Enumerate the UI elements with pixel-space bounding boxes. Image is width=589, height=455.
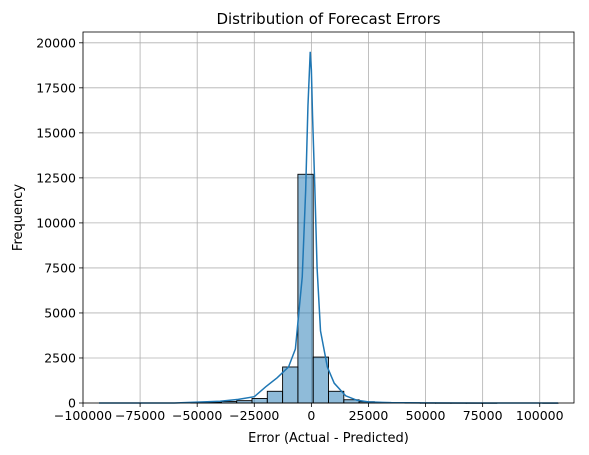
x-axis-ticks: −100000 −75000 −50000 −25000 0 25000 50000 7500… [54,403,564,423]
x-tick-label: −75000 [115,408,165,423]
x-tick-label: −100000 [54,408,112,423]
y-axis-ticks: 0 2500 5000 7500 10000 12500 15000 17500 20000 [36,35,83,411]
y-axis-label: Frequency [11,184,26,251]
x-tick-label: −50000 [172,408,222,423]
x-tick-label: 100000 [516,408,564,423]
x-tick-label: 25000 [349,408,389,423]
y-tick-label: 15000 [36,125,76,140]
y-tick-label: 10000 [36,215,76,230]
plot-frame [82,31,575,404]
x-tick-label: 0 [307,408,315,423]
y-tick-label: 2500 [44,350,76,365]
x-tick-label: −25000 [229,408,279,423]
y-tick-label: 12500 [36,170,76,185]
y-tick-label: 0 [68,396,76,411]
kde-curve [98,51,559,404]
histogram-bar [251,398,268,404]
x-axis-label: Error (Actual - Predicted) [248,431,409,446]
histogram-bar [266,390,284,404]
x-tick-label: 75000 [463,408,503,423]
y-tick-label: 20000 [36,35,76,50]
histogram-bar [282,366,299,404]
y-tick-label: 5000 [44,305,76,320]
y-tick-label: 17500 [36,80,76,95]
x-tick-label: 50000 [406,408,446,423]
y-tick-label: 7500 [44,260,76,275]
histogram-bar [328,390,345,404]
chart-title: Distribution of Forecast Errors [216,10,440,28]
